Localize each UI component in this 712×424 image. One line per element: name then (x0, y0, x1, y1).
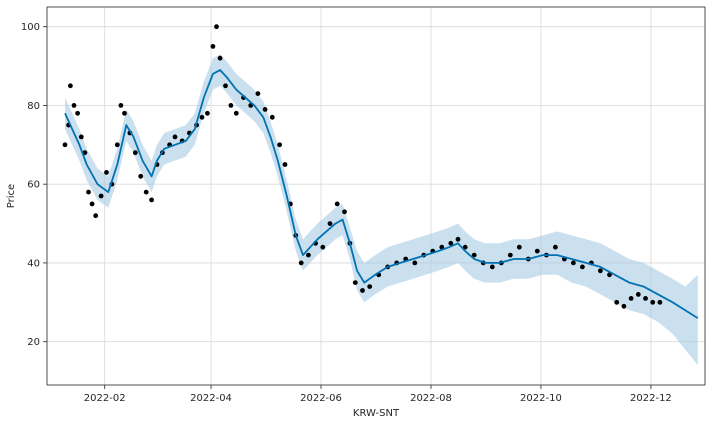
forecast-line (64, 69, 699, 319)
y-axis-label: Price (6, 184, 17, 208)
observation-point (269, 114, 275, 120)
x-tick-label: 2022-08 (410, 393, 452, 404)
observation-point (89, 201, 95, 207)
observation-point (334, 201, 340, 207)
observation-point (367, 284, 373, 289)
observation-point (205, 110, 210, 116)
observation-point (628, 296, 634, 301)
observation-point (277, 142, 282, 148)
observation-point (553, 244, 558, 250)
observation-point (439, 244, 445, 250)
y-axis-ticks: 20 40 60 80 100 (21, 22, 47, 348)
observation-point (580, 264, 585, 270)
observation-point (507, 252, 513, 258)
observation-point (342, 209, 347, 215)
x-tick-label: 2022-02 (84, 393, 126, 404)
observation-point (455, 236, 461, 242)
observation-point (262, 107, 268, 112)
observation-point (643, 296, 648, 301)
observation-point (217, 55, 223, 61)
observation-point (199, 114, 205, 120)
x-tick-label: 2022-04 (190, 393, 232, 404)
observation-point (650, 299, 656, 305)
observation-point (298, 260, 304, 266)
observation-point (149, 197, 155, 203)
observation-point (122, 110, 127, 116)
x-axis-label: KRW-SNT (353, 408, 400, 419)
x-axis-ticks: 2022-02 2022-04 2022-06 2022-08 2022-10 2022-… (84, 385, 672, 404)
observation-point (471, 252, 477, 258)
observation-point (75, 110, 80, 116)
observation-point (223, 83, 228, 89)
observation-point (598, 268, 603, 274)
observation-point (516, 244, 522, 250)
observation-point (78, 134, 84, 140)
observation-point (118, 103, 124, 108)
observation-point (228, 103, 234, 108)
observation-point (143, 189, 149, 195)
y-tick-label: 100 (21, 22, 40, 33)
observation-point (534, 248, 540, 254)
observation-point (448, 240, 454, 246)
observation-point (489, 264, 495, 270)
observation-point (98, 193, 104, 199)
y-tick-label: 20 (27, 337, 40, 348)
x-tick-label: 2022-10 (520, 393, 562, 404)
observation-point (86, 189, 91, 195)
observation-point (306, 252, 311, 258)
observation-point (462, 244, 468, 250)
observation-point (360, 288, 365, 293)
observation-point (71, 103, 77, 108)
x-tick-label: 2022-06 (300, 393, 342, 404)
observation-point (327, 221, 333, 227)
observation-point (614, 299, 620, 305)
observation-point (68, 83, 73, 89)
observation-point (138, 173, 144, 179)
observation-point (62, 142, 68, 148)
observation-point (114, 142, 120, 148)
observation-point (93, 213, 99, 219)
observation-point (621, 303, 627, 309)
observation-point (282, 162, 288, 167)
observation-point (571, 260, 576, 266)
y-tick-label: 80 (27, 101, 40, 112)
observation-point (233, 110, 239, 116)
observation-point (412, 260, 418, 266)
plot-frame (46, 6, 706, 386)
observation-point (320, 244, 326, 250)
observation-point (132, 150, 138, 156)
observation-point (607, 272, 612, 278)
observation-point (657, 299, 663, 305)
observation-point (352, 280, 358, 285)
x-tick-label: 2022-12 (630, 393, 672, 404)
observation-point (172, 134, 178, 140)
observation-point (214, 24, 219, 30)
y-tick-label: 60 (27, 180, 40, 191)
observation-point (255, 91, 261, 96)
y-tick-label: 40 (27, 258, 40, 269)
observation-point (104, 170, 109, 175)
forecast-line-layer (64, 69, 699, 319)
observation-point (635, 292, 641, 297)
observation-point (210, 44, 216, 49)
plot-background (47, 7, 705, 385)
observations-layer (62, 24, 663, 309)
